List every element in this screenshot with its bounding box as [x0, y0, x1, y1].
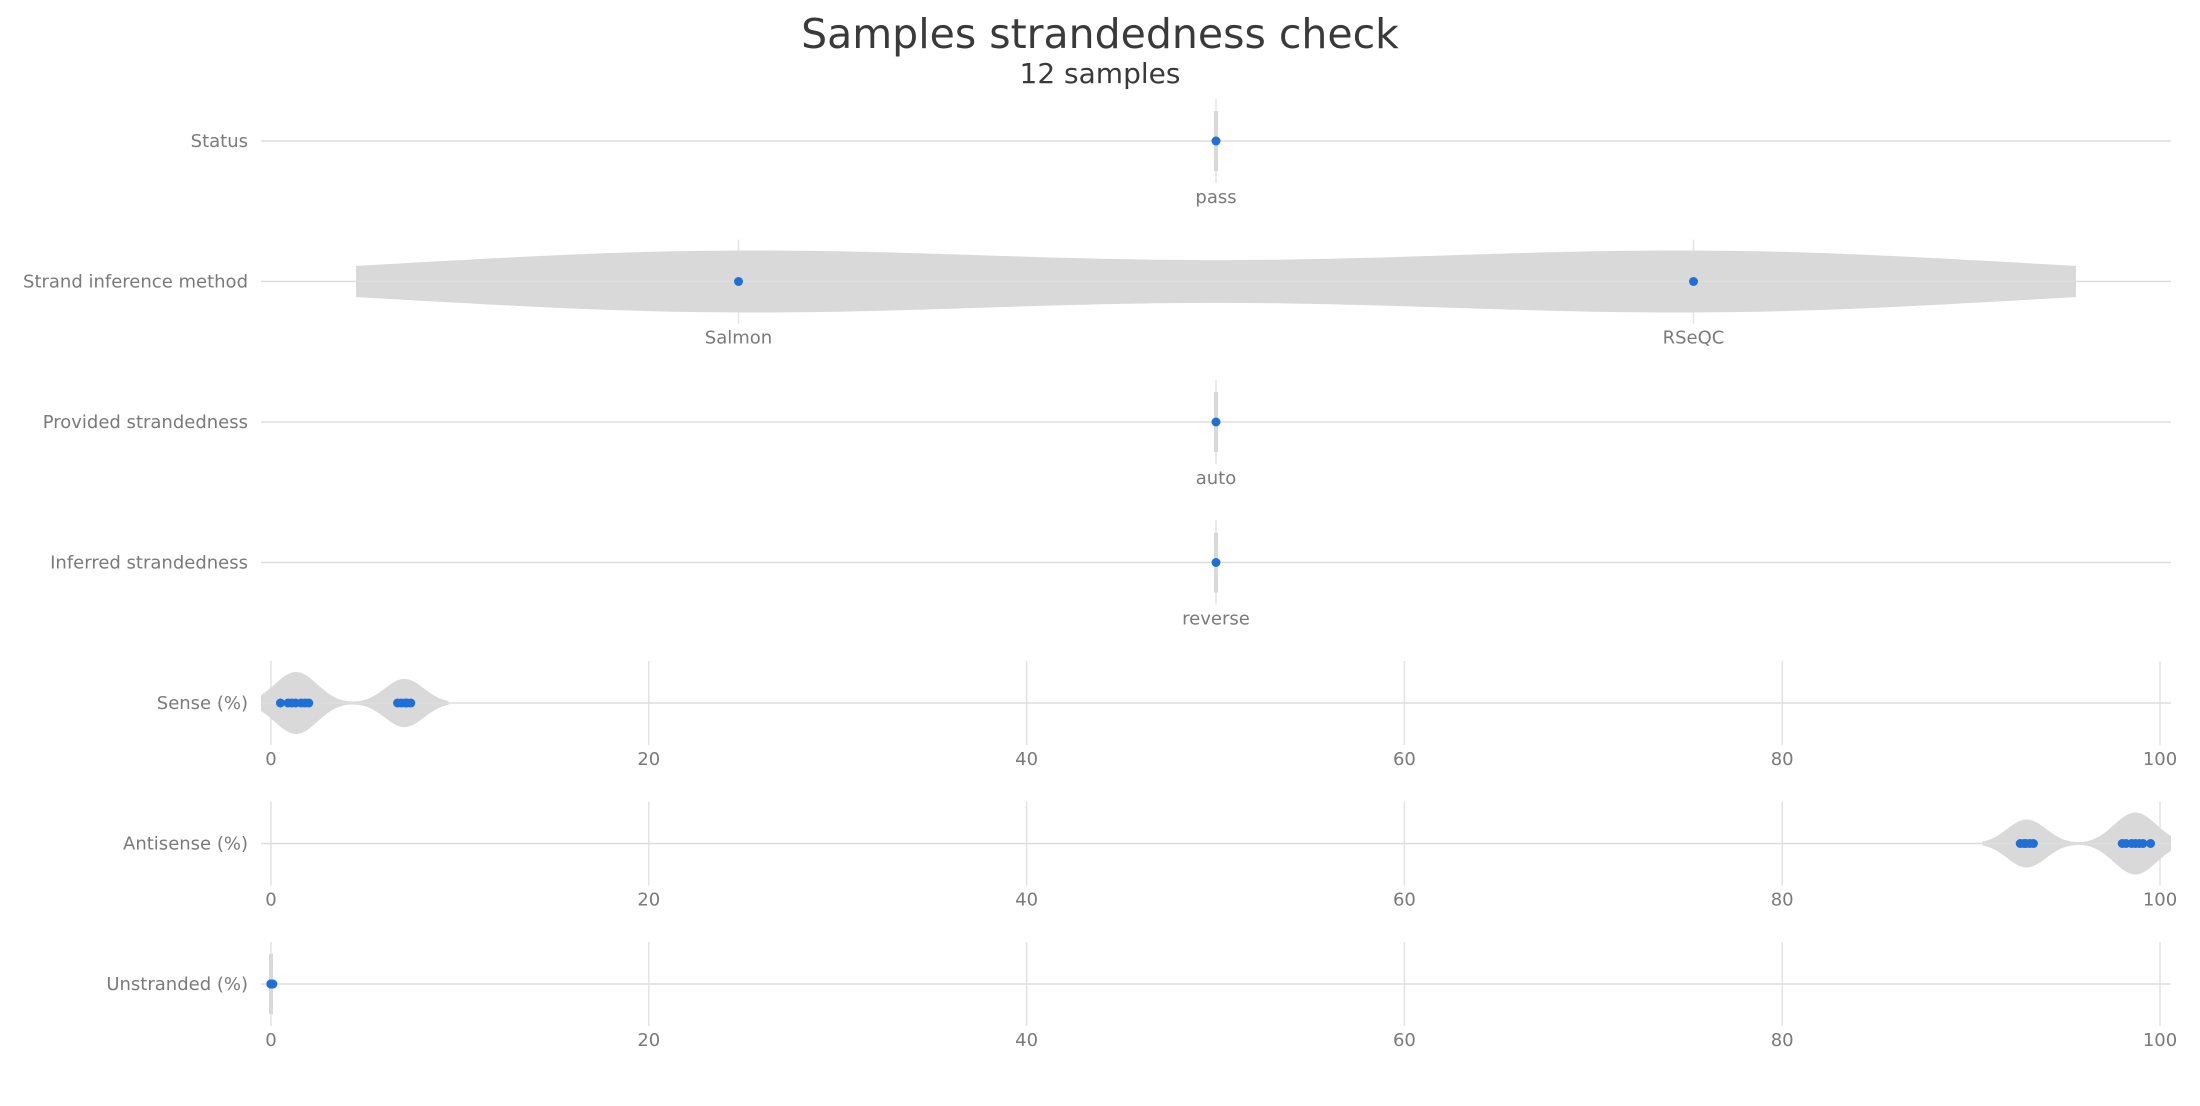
tick-label: 100 [2143, 890, 2177, 911]
data-point [268, 979, 278, 989]
tick-label: 40 [1015, 749, 1038, 770]
tick-label: 60 [1393, 1030, 1416, 1051]
category-label: RSeQC [1663, 328, 1725, 349]
tick-label: 100 [2143, 749, 2177, 770]
category-label: reverse [1182, 609, 1250, 630]
row-label: Status [191, 131, 248, 152]
row-label: Strand inference method [23, 272, 248, 293]
tick-label: 60 [1393, 890, 1416, 911]
category-label: pass [1195, 187, 1236, 208]
row-label: Unstranded (%) [106, 974, 248, 995]
chart-subtitle: 12 samples [1019, 57, 1181, 90]
tick-label: 20 [637, 749, 660, 770]
tick-label: 40 [1015, 890, 1038, 911]
category-label: Salmon [705, 328, 772, 349]
tick-label: 40 [1015, 1030, 1038, 1051]
row-label: Provided strandedness [43, 412, 248, 433]
data-point [1689, 277, 1698, 286]
data-point [406, 698, 416, 708]
data-point [275, 698, 285, 708]
data-point [1211, 136, 1221, 146]
row-label: Antisense (%) [123, 834, 248, 855]
data-point [734, 277, 743, 286]
tick-label: 0 [265, 890, 276, 911]
data-point [2028, 839, 2038, 848]
data-point [1211, 417, 1221, 427]
tick-label: 20 [637, 890, 660, 911]
tick-label: 80 [1771, 1030, 1794, 1051]
chart-title: Samples strandedness check [801, 10, 1399, 58]
tick-label: 100 [2143, 1030, 2177, 1051]
tick-label: 0 [265, 749, 276, 770]
tick-label: 0 [265, 1030, 276, 1051]
row-label: Sense (%) [157, 693, 248, 714]
data-point [2138, 839, 2148, 848]
tick-label: 60 [1393, 749, 1416, 770]
row-label: Inferred strandedness [50, 553, 248, 574]
tick-label: 80 [1771, 890, 1794, 911]
tick-label: 20 [637, 1030, 660, 1051]
data-point [2146, 839, 2156, 848]
category-label: auto [1196, 468, 1237, 489]
tick-label: 80 [1771, 749, 1794, 770]
data-point [1211, 558, 1221, 567]
data-point [304, 698, 314, 708]
